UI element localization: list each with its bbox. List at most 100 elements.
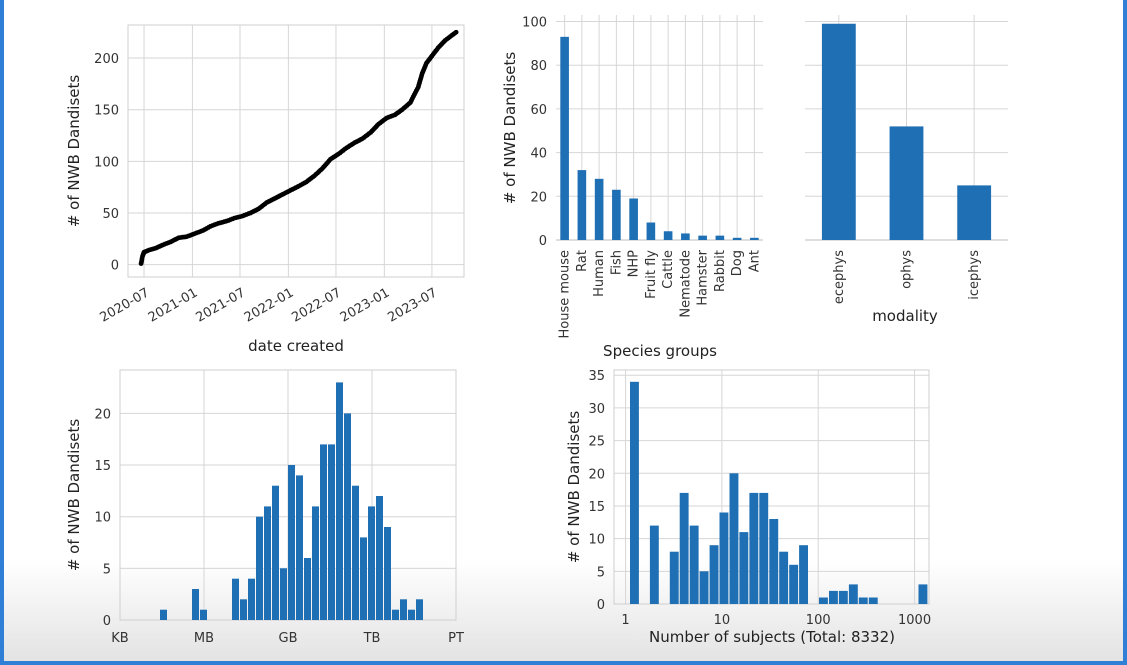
chart5-x-tick-label: 100 [806,613,831,628]
chart4-x-tick-label: PT [448,631,464,646]
chart5-bar [739,532,749,604]
chart5-bar [769,519,779,604]
chart1-x-tick-label: 2020-07 [97,285,152,325]
chart5-y-tick-label: 10 [588,533,605,548]
chart-cumulative-dandisets: 2020-072021-012021-072022-012022-072023-… [65,24,465,355]
chart4-bar [376,496,383,620]
chart2-bar [750,237,759,240]
chart2-x-tick-label: Cattle [661,250,676,289]
chart5-bar [709,545,719,604]
chart2-bar [594,178,604,240]
chart4-y-tick-label: 20 [94,407,111,422]
chart4-bar [248,578,255,620]
chart5-bar [679,492,689,604]
chart1-x-tick-label: 2022-07 [289,285,344,325]
chart5-x-axis-label: Number of subjects (Total: 8332) [649,628,895,646]
chart4-bar [192,589,199,620]
chart4-bar [232,578,239,620]
chart-subjects-histogram: 1 10 100 1000 0 5 10 15 20 25 30 35 Number of subj… [565,369,931,646]
chart2-x-axis-label: Species groups [603,342,717,360]
chart5-bar [819,597,828,604]
chart1-y-tick-label: 50 [102,207,119,222]
chart3-x-axis-label: modality [872,307,938,325]
chart2-x-tick-label: Rat [575,250,590,272]
chart5-bar [829,590,838,604]
chart4-bar [272,485,279,620]
chart2-bar [663,231,673,240]
chart1-y-tick-label: 150 [94,104,119,119]
chart5-bar [649,525,659,604]
chart1-y-tick-label: 0 [111,259,119,274]
chart4-bar [320,444,327,620]
chart1-x-tick-label: 2021-01 [146,285,201,325]
chart5-bar [630,381,639,604]
chart-modality: ecephys ophys icephys modality [805,15,1008,325]
chart2-x-tick-label: Rabbit [713,250,728,292]
chart4-bar [256,516,263,620]
chart5-y-tick-label: 5 [597,565,605,580]
chart5-x-tick-label: 1000 [898,613,931,628]
chart5-bar [759,492,769,604]
chart4-bar [200,609,207,620]
chart2-x-tick-label: Dog [730,250,745,276]
chart2-bar [715,235,725,240]
chart3-bar [957,185,992,240]
chart4-bar [384,527,391,620]
chart5-bar [838,590,848,604]
chart2-bar [646,222,656,240]
chart3-bar [889,126,924,240]
chart5-bar [858,597,868,604]
chart1-x-tick-label: 2023-01 [338,285,393,325]
chart2-y-tick-label: 60 [530,103,547,118]
chart1-y-axis-label: # of NWB Dandisets [65,75,83,228]
chart5-bar [729,473,739,604]
chart4-bar [296,475,303,620]
chart2-x-tick-label: House mouse [558,250,573,339]
chart1-axes-frame [127,24,465,278]
chart5-y-axis-label: # of NWB Dandisets [565,411,583,564]
chart5-bar [918,584,928,604]
chart3-x-tick-label: ecephys [832,250,847,304]
chart5-bar [799,545,808,604]
chart4-y-tick-label: 0 [103,614,111,629]
chart2-x-tick-label: NHP [627,250,642,278]
chart5-y-tick-label: 20 [588,467,605,482]
chart5-bar [848,584,858,604]
chart2-x-tick-label: Nematode [678,250,693,318]
chart4-bar [304,558,311,620]
chart5-bar [779,551,789,604]
chart2-x-tick-label: Ant [747,250,762,272]
chart4-x-tick-label: MB [194,631,214,646]
chart5-bar [689,525,699,604]
chart2-bar [612,189,621,240]
chart5-bar [719,512,729,604]
chart2-bar [629,198,638,240]
chart4-bar [240,599,247,620]
chart1-x-axis-label: date created [248,337,344,355]
chart5-x-tick-label: 10 [714,613,731,628]
chart3-bar [821,23,856,240]
chart4-y-axis-label: # of NWB Dandisets [65,419,83,572]
chart5-x-tick-label: 1 [621,613,629,628]
chart-size-histogram: KB MB GB TB PT 0 5 10 15 20 # of NWB Dandisets [65,369,464,646]
chart1-data-point [453,29,459,35]
chart5-bar [749,492,759,604]
chart4-bar [360,537,367,620]
chart4-y-tick-label: 5 [103,562,111,577]
chart4-bar [344,413,351,620]
chart2-bar [698,235,707,240]
chart2-x-tick-label: Hamster [696,249,711,305]
chart4-bar [312,506,319,620]
chart3-x-tick-label: ophys [900,250,915,289]
chart2-bar [732,237,742,240]
chart4-bar [264,506,271,620]
chart4-bar [352,485,359,620]
chart2-bar [681,233,690,240]
chart5-bar [789,564,799,604]
chart5-bar [699,571,709,604]
chart2-y-tick-label: 100 [522,16,547,31]
chart4-bar [400,599,407,620]
chart4-bar [392,609,399,620]
chart2-x-tick-label: Fish [609,250,624,275]
